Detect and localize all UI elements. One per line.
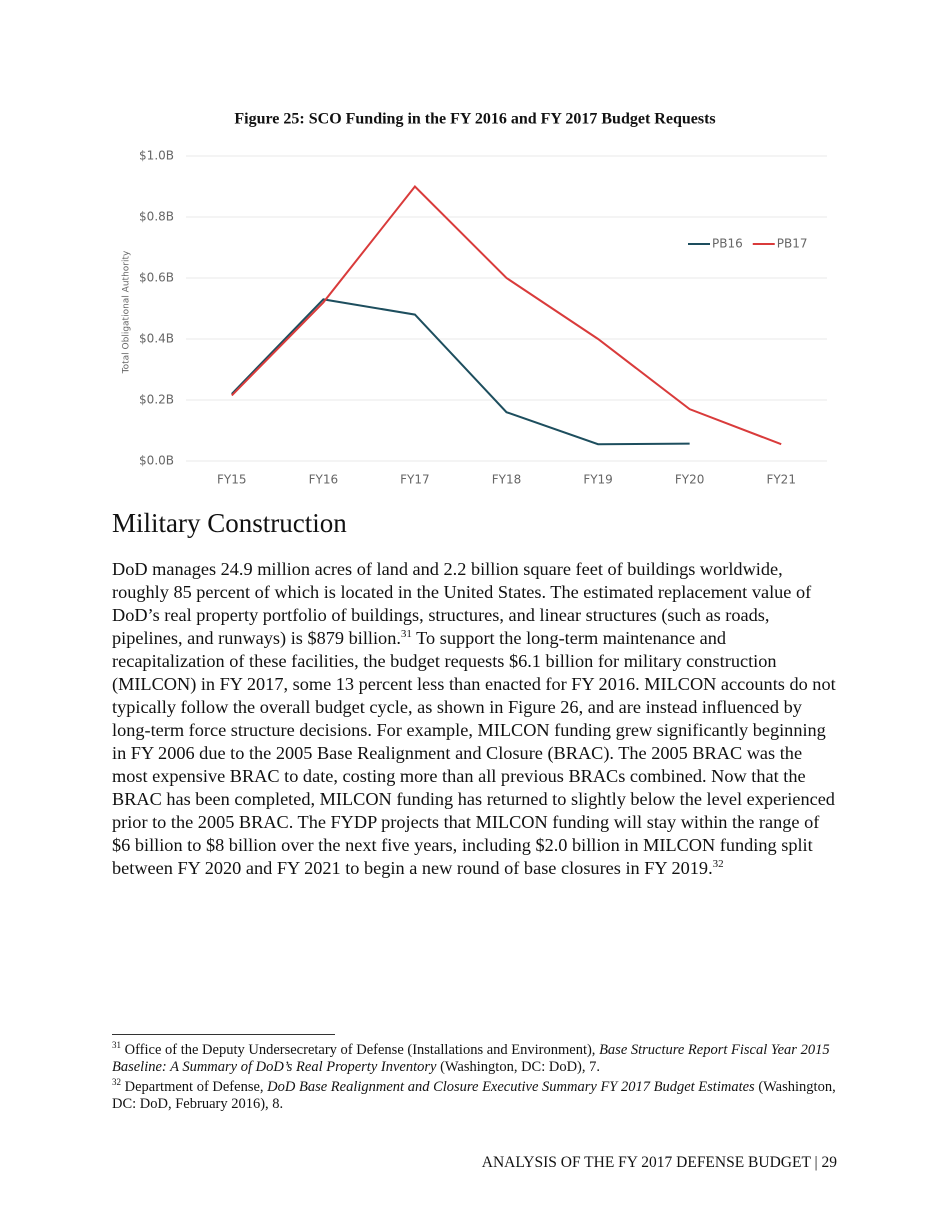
x-tick-label: FY20 (675, 473, 705, 487)
chart: Figure 25: SCO Funding in the FY 2016 an… (122, 111, 827, 487)
section-heading: Military Construction (112, 508, 347, 538)
data-line (231, 298, 690, 446)
legend-label: PB17 (777, 237, 808, 251)
footnotes: 31 Office of the Deputy Undersecretary o… (112, 1040, 842, 1116)
y-tick-label: $0.6B (139, 271, 174, 285)
x-tick-label: FY21 (766, 473, 796, 487)
x-tick-label: FY18 (492, 473, 522, 487)
y-axis-label: Total Obligational Authority (122, 250, 132, 374)
chart-title: Figure 25: SCO Funding in the FY 2016 an… (234, 111, 715, 128)
footnote-number: 31 (112, 1040, 121, 1051)
x-tick-label: FY15 (217, 473, 247, 487)
y-tick-label: $1.0B (139, 149, 174, 163)
text: To support the long-term maintenance and… (112, 628, 836, 878)
legend-label: PB16 (712, 237, 743, 251)
data-line (231, 184, 782, 446)
footnote-number: 32 (112, 1077, 121, 1088)
body-text: DoD manages 24.9 million acres of land a… (112, 558, 840, 880)
text: (Washington, DC: DoD), 7. (436, 1059, 601, 1075)
cited-title: DoD Base Realignment and Closure Executi… (267, 1079, 755, 1095)
footnote: 32 Department of Defense, DoD Base Reali… (112, 1077, 842, 1113)
y-tick-label: $0.0B (139, 454, 174, 468)
footnote-rule (112, 1034, 335, 1035)
footnote-ref: 31 (400, 627, 412, 640)
text: (Washington, DC: DoD, February 2016), 8. (112, 1079, 836, 1112)
y-tick-label: $0.8B (139, 210, 174, 224)
y-tick-label: $0.4B (139, 332, 174, 346)
text: Office of the Deputy Undersecretary of D… (121, 1042, 600, 1058)
x-tick-label: FY16 (309, 473, 339, 487)
footnote-ref: 32 (712, 857, 724, 870)
text: Department of Defense, (121, 1079, 268, 1095)
cited-title: Base Structure Report Fiscal Year 2015 B… (112, 1042, 830, 1075)
x-tick-label: FY19 (583, 473, 613, 487)
y-tick-label: $0.2B (139, 393, 174, 407)
x-tick-label: FY17 (400, 473, 430, 487)
text: DoD manages 24.9 million acres of land a… (112, 559, 812, 648)
footnote: 31 Office of the Deputy Undersecretary o… (112, 1040, 842, 1076)
page-footer: ANALYSIS OF THE FY 2017 DEFENSE BUDGET |… (481, 1154, 837, 1171)
